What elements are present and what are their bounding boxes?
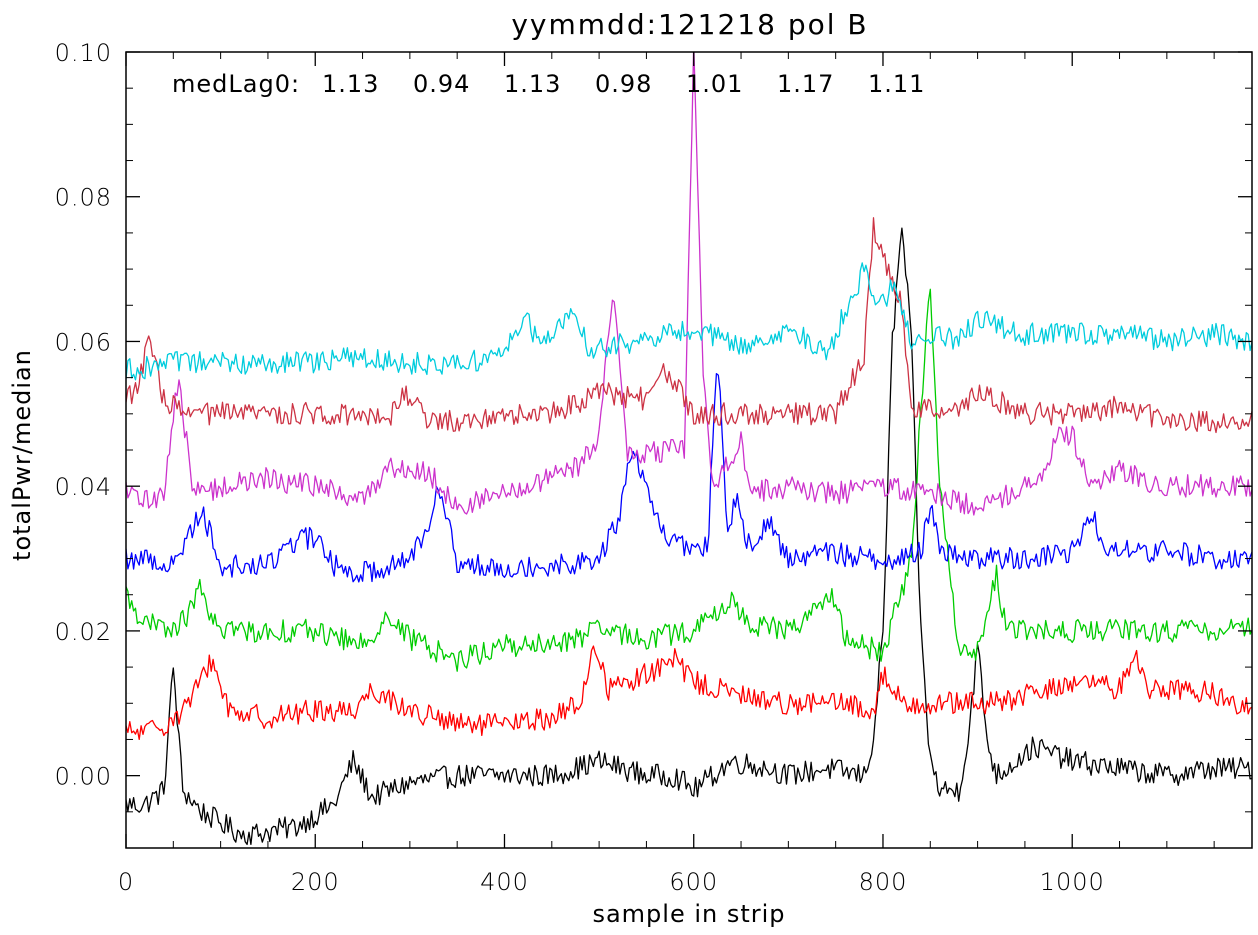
x-tick-label: 600 [669,868,718,896]
series-line-5 [126,52,1252,516]
medlag-annotation: medLag0: 1.13 0.94 1.13 0.98 1.01 1.17 1.11 [172,70,925,98]
y-tick-label: 0.04 [55,473,112,501]
series-line-3 [126,288,1252,672]
x-tick-label: 0 [118,868,134,896]
medlag-value: 1.11 [868,70,925,98]
medlag-value: 1.01 [686,70,743,98]
medlag-value: 1.17 [777,70,834,98]
x-tick-label: 800 [859,868,908,896]
y-tick-label: 0.00 [55,763,112,791]
series-layer [126,52,1252,846]
medlag-value: 0.98 [595,70,652,98]
medlag-value: 1.13 [322,70,379,98]
y-axis-label: totalPwr/median [8,349,36,561]
series-line-6 [126,217,1252,434]
series-line-1 [126,227,1252,846]
y-axis: 0.00 0.02 0.04 0.06 0.08 0.10 [55,39,1252,849]
medlag-label: medLag0: [172,70,300,98]
x-tick-label: 1000 [1040,868,1105,896]
y-tick-label: 0.08 [55,184,112,212]
series-line-4 [126,373,1252,583]
series-line-2 [126,645,1252,741]
series-line-7 [126,262,1252,381]
x-tick-label: 200 [291,868,340,896]
y-tick-label: 0.10 [55,39,112,67]
x-tick-label: 400 [480,868,529,896]
medlag-value: 0.94 [413,70,470,98]
y-tick-label: 0.02 [55,618,112,646]
x-axis-label: sample in strip [592,900,785,928]
medlag-value: 1.13 [504,70,561,98]
x-axis: 0 200 400 600 800 1000 [118,52,1215,896]
y-tick-label: 0.06 [55,328,112,356]
chart-title: yymmdd:121218 pol B [511,8,868,41]
